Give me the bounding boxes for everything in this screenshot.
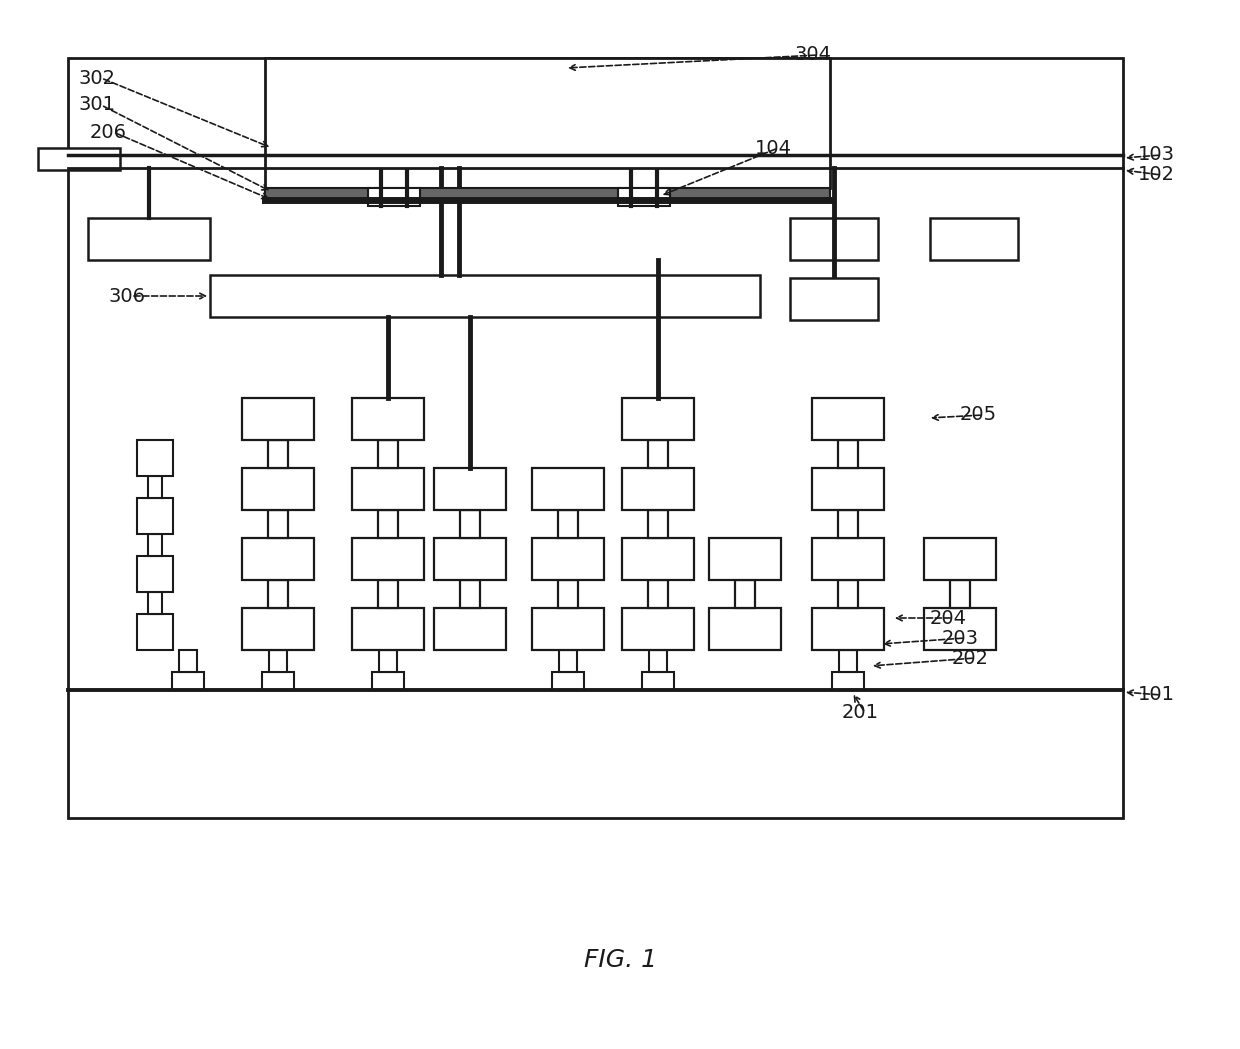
Bar: [68, 58, 1123, 818]
Bar: [136, 556, 174, 592]
Bar: [352, 398, 424, 440]
Bar: [839, 650, 857, 672]
Text: 201: 201: [842, 704, 879, 723]
Bar: [930, 218, 1018, 260]
Text: 104: 104: [755, 138, 792, 157]
Bar: [838, 580, 858, 608]
Bar: [434, 538, 506, 580]
Text: FIG. 1: FIG. 1: [584, 948, 656, 972]
Text: 103: 103: [1138, 146, 1176, 165]
Bar: [378, 510, 398, 538]
Bar: [552, 672, 584, 690]
Text: 302: 302: [78, 68, 115, 87]
Bar: [812, 398, 884, 440]
Bar: [558, 580, 578, 608]
Bar: [136, 614, 174, 650]
Text: 203: 203: [942, 628, 980, 647]
Bar: [812, 538, 884, 580]
Bar: [460, 510, 480, 538]
Bar: [242, 468, 314, 510]
Bar: [735, 580, 755, 608]
Bar: [924, 608, 996, 650]
Bar: [649, 580, 668, 608]
Bar: [368, 188, 420, 206]
Bar: [832, 672, 864, 690]
Bar: [352, 608, 424, 650]
Bar: [378, 580, 398, 608]
Bar: [790, 218, 878, 260]
Bar: [434, 608, 506, 650]
Bar: [924, 538, 996, 580]
Bar: [352, 538, 424, 580]
Bar: [262, 672, 294, 690]
Bar: [148, 534, 162, 556]
Bar: [622, 538, 694, 580]
Bar: [379, 650, 397, 672]
Bar: [148, 476, 162, 498]
Bar: [622, 398, 694, 440]
Text: 204: 204: [930, 608, 967, 627]
Bar: [838, 440, 858, 468]
Bar: [532, 608, 604, 650]
Bar: [838, 510, 858, 538]
Bar: [532, 538, 604, 580]
Text: 202: 202: [952, 648, 990, 667]
Bar: [136, 440, 174, 476]
Bar: [136, 498, 174, 534]
Bar: [172, 672, 205, 690]
Bar: [38, 148, 120, 170]
Bar: [352, 468, 424, 510]
Bar: [148, 592, 162, 614]
Bar: [378, 440, 398, 468]
Bar: [709, 608, 781, 650]
Bar: [812, 468, 884, 510]
Bar: [532, 468, 604, 510]
Bar: [268, 440, 288, 468]
Bar: [179, 650, 197, 672]
Bar: [618, 188, 670, 206]
Bar: [372, 672, 404, 690]
Bar: [269, 650, 286, 672]
Bar: [268, 510, 288, 538]
Bar: [434, 468, 506, 510]
Bar: [242, 538, 314, 580]
Bar: [265, 58, 830, 188]
Bar: [649, 510, 668, 538]
Text: 306: 306: [108, 286, 145, 305]
Bar: [242, 608, 314, 650]
Bar: [709, 538, 781, 580]
Bar: [558, 510, 578, 538]
Bar: [88, 218, 210, 260]
Bar: [649, 650, 667, 672]
Bar: [210, 275, 760, 317]
Bar: [790, 278, 878, 320]
Text: 206: 206: [91, 123, 126, 142]
Text: 304: 304: [795, 45, 832, 64]
Bar: [622, 608, 694, 650]
Text: 102: 102: [1138, 166, 1176, 185]
Bar: [622, 468, 694, 510]
Bar: [460, 580, 480, 608]
Bar: [649, 440, 668, 468]
Text: 301: 301: [78, 95, 115, 114]
Bar: [812, 608, 884, 650]
Bar: [268, 580, 288, 608]
Text: 101: 101: [1138, 685, 1176, 705]
Text: 205: 205: [960, 406, 997, 425]
Bar: [559, 650, 577, 672]
Bar: [950, 580, 970, 608]
Bar: [642, 672, 675, 690]
Bar: [265, 188, 830, 200]
Bar: [242, 398, 314, 440]
